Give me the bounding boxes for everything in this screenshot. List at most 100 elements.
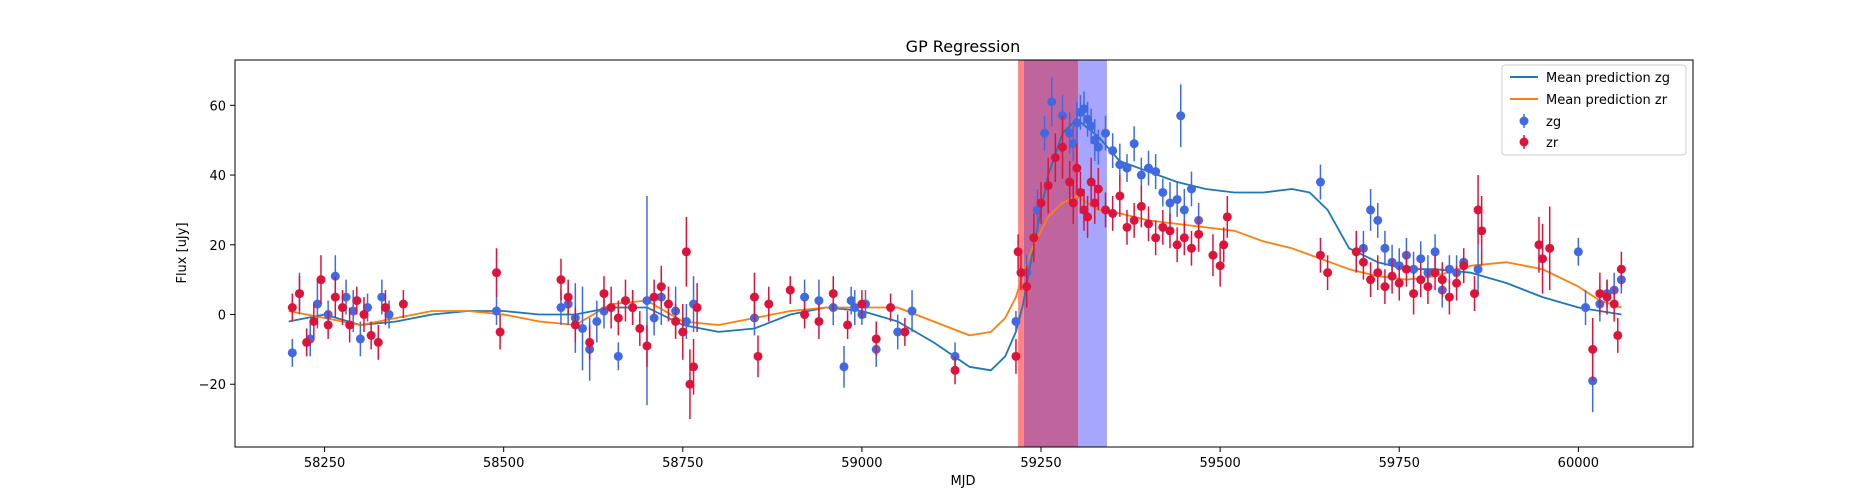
zr-point xyxy=(1616,251,1626,287)
zr-point xyxy=(1219,227,1229,263)
zg-point xyxy=(613,342,623,371)
zr-point xyxy=(1215,244,1225,287)
zr-point xyxy=(1401,251,1411,287)
zr-point xyxy=(1469,276,1479,312)
x-tick-label: 59000 xyxy=(841,456,882,471)
zr-point xyxy=(1172,227,1182,263)
zr-point xyxy=(886,293,896,322)
legend-box xyxy=(1501,64,1687,156)
zr-point xyxy=(323,311,333,339)
zg-point xyxy=(642,195,652,406)
zr-point xyxy=(1194,216,1204,252)
x-tick-label: 59250 xyxy=(1020,456,1061,471)
zr-point xyxy=(1394,265,1404,301)
y-tick-label: 20 xyxy=(209,239,226,254)
legend-swatch-zr xyxy=(1519,135,1529,149)
zr-point xyxy=(1351,230,1361,273)
zr-point xyxy=(585,324,595,360)
zg-point xyxy=(1573,237,1583,266)
zr-point xyxy=(1477,195,1487,266)
zr-point xyxy=(1430,255,1440,291)
zr-point xyxy=(1072,143,1082,193)
zr-point xyxy=(1613,318,1623,353)
zg-point xyxy=(839,345,849,388)
zr-point xyxy=(287,293,297,322)
zr-point xyxy=(950,356,960,385)
zr-point xyxy=(1029,213,1039,263)
zr-point xyxy=(1065,161,1075,203)
zr-point xyxy=(1538,223,1548,294)
legend: Mean prediction zg Mean prediction zr zg… xyxy=(1501,64,1687,156)
zg-point xyxy=(1581,290,1591,325)
zr-point xyxy=(753,335,763,378)
zr-point xyxy=(1595,272,1605,315)
zr-point xyxy=(1101,192,1111,228)
zr-point xyxy=(1068,182,1078,224)
y-tick-label: 0 xyxy=(218,309,226,324)
zg-point xyxy=(1093,129,1103,165)
zr-point xyxy=(685,349,695,420)
zr-point xyxy=(492,248,502,298)
zr-point xyxy=(656,265,666,308)
y-axis-label: Flux [uJy] xyxy=(175,222,190,283)
zr-point xyxy=(316,255,326,305)
zg-point xyxy=(287,338,297,367)
zr-point xyxy=(1534,216,1544,273)
zr-point xyxy=(1545,206,1555,291)
zr-point xyxy=(1158,209,1168,245)
x-tick-label: 58500 xyxy=(483,456,524,471)
zr-point xyxy=(1416,262,1426,298)
zr-point xyxy=(785,276,795,305)
zg-point xyxy=(1040,115,1050,151)
zr-point xyxy=(330,276,340,318)
zr-point xyxy=(1380,269,1390,305)
chart-title: GP Regression xyxy=(906,37,1021,56)
plot-area xyxy=(234,59,1694,448)
zr-point xyxy=(302,328,312,357)
zr-point xyxy=(366,321,376,350)
zr-point xyxy=(1459,248,1469,284)
zg-point xyxy=(1083,101,1093,137)
zg-point xyxy=(1090,119,1100,162)
zr-point xyxy=(1050,133,1060,183)
zr-point xyxy=(345,307,355,343)
zr-point xyxy=(800,300,810,329)
zr-point xyxy=(1143,206,1153,242)
zr-point xyxy=(359,297,369,332)
zr-point xyxy=(1086,157,1096,207)
zg-point xyxy=(1366,189,1376,231)
zr-point xyxy=(828,276,838,312)
zr-point xyxy=(671,304,681,339)
zg-point xyxy=(1108,133,1118,169)
zr-point xyxy=(1013,234,1023,270)
zr-point xyxy=(689,338,699,395)
x-axis: 58250 58500 58750 59000 59250 59500 59750 60000 xyxy=(304,447,1599,471)
zr-point xyxy=(1093,168,1103,210)
zg-point xyxy=(592,300,602,343)
zr-point xyxy=(1222,195,1232,238)
zr-point xyxy=(1609,286,1619,322)
axes-background xyxy=(235,60,1693,447)
x-tick-label: 60000 xyxy=(1558,456,1599,471)
zr-point xyxy=(857,290,867,318)
zr-point xyxy=(606,286,616,329)
zg-point xyxy=(355,321,365,357)
zr-point xyxy=(495,314,505,350)
zr-point xyxy=(1122,209,1132,245)
zr-point xyxy=(1437,262,1447,298)
zg-point xyxy=(492,297,502,325)
zg-point xyxy=(893,314,903,350)
zg-point xyxy=(1065,112,1075,155)
zg-point xyxy=(1473,244,1483,294)
zr-point xyxy=(1315,237,1325,273)
y-tick-label: 60 xyxy=(209,99,226,114)
legend-label-mean-zg: Mean prediction zg xyxy=(1546,71,1670,86)
zr-points xyxy=(287,115,1626,420)
zr-point xyxy=(843,311,853,339)
legend-swatch-zg xyxy=(1519,114,1529,128)
zr-point xyxy=(1022,265,1032,308)
y-tick-label: −20 xyxy=(199,378,226,393)
zr-point xyxy=(1016,255,1026,291)
